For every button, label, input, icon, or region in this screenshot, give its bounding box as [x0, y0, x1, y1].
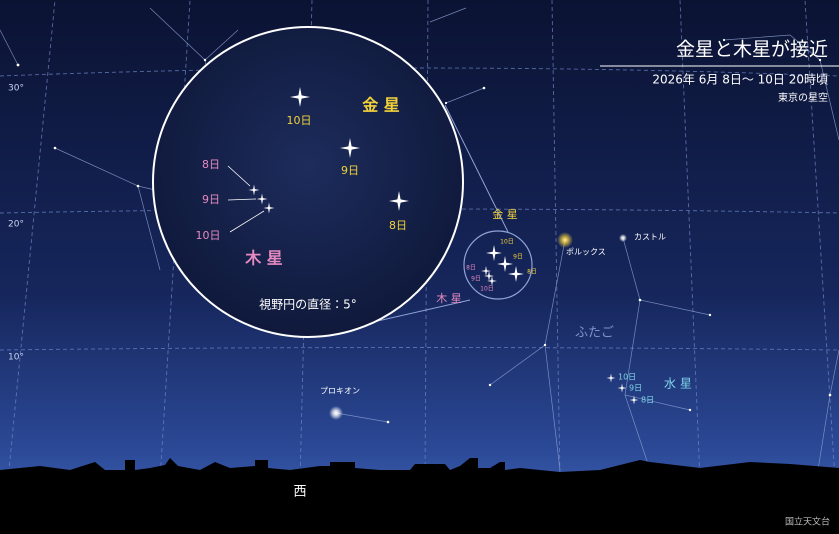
inset-jupiter-date: 9日 [202, 193, 220, 206]
sky-element [152, 26, 464, 338]
sky-element [203, 58, 207, 62]
jupiter-date: 9日 [471, 276, 481, 283]
sky-element [638, 298, 642, 302]
jupiter-date: 10日 [480, 286, 494, 293]
inset-view [152, 26, 464, 338]
altitude-label: 20° [8, 220, 24, 230]
sky-element [818, 58, 822, 62]
mercury-label: 水 星 [664, 377, 692, 391]
sky-element [488, 383, 492, 387]
sky-element [679, 0, 701, 481]
mercury-date: 9日 [629, 384, 642, 393]
credit: 国立天文台 [785, 516, 830, 528]
direction-label: 西 [293, 485, 306, 500]
venus-date: 10日 [500, 239, 514, 246]
sky-element [0, 67, 839, 77]
constellation-label: ふたご [575, 325, 614, 341]
sky-element [53, 146, 57, 150]
sky-element [804, 0, 836, 481]
jupiter-label: 木 星 [436, 292, 462, 305]
inset-venus-date: 9日 [341, 164, 359, 177]
inset-venus-date: 8日 [389, 219, 407, 232]
inset-venus-label: 金 星 [362, 96, 400, 115]
sky-element [386, 420, 390, 424]
jupiter-date: 8日 [466, 265, 476, 272]
star-label: ポルックス [566, 248, 606, 257]
title: 金星と木星が接近 [676, 39, 828, 61]
sky-element [335, 412, 389, 423]
sky-element [828, 393, 832, 397]
inset-jupiter-date: 8日 [202, 158, 220, 171]
sky-element [0, 208, 839, 214]
inset-jupiter-label: 木 星 [244, 249, 283, 268]
altitude-label: 10° [8, 353, 24, 363]
sky-element [16, 63, 20, 67]
field-of-view-note: 視野円の直径：5° [259, 297, 357, 312]
star-label: プロキオン [320, 387, 360, 396]
inset-venus-date: 10日 [287, 114, 312, 127]
sky-element [551, 0, 561, 481]
sky-element [722, 38, 726, 42]
sky-element [429, 7, 485, 104]
venus-date: 9日 [513, 254, 523, 261]
sky-element [136, 184, 140, 188]
location: 東京の星空 [778, 91, 828, 104]
venus-date: 8日 [527, 269, 537, 276]
venus-label: 金 星 [492, 208, 518, 221]
sky-element [708, 313, 712, 317]
sky-element [7, 0, 56, 481]
subtitle: 2026年 6月 8日〜 10日 20時頃 [652, 73, 828, 87]
sky-element [543, 343, 547, 347]
mercury-date: 8日 [641, 396, 654, 405]
pollux-star [557, 232, 573, 248]
castor-star [619, 234, 627, 242]
zoom-area-circle [463, 230, 533, 300]
horizon-silhouette [0, 458, 839, 534]
sky-element [688, 408, 692, 412]
sky-element [482, 86, 486, 90]
star-label: カストル [634, 233, 666, 242]
inset-jupiter-date: 10日 [196, 229, 221, 242]
mercury-date: 10日 [618, 373, 636, 382]
procyon-star [329, 406, 343, 420]
altitude-label: 30° [8, 84, 24, 94]
sky-element [444, 101, 448, 105]
sky-element [0, 347, 839, 351]
background-stars [16, 38, 832, 424]
sky-element [227, 165, 265, 233]
